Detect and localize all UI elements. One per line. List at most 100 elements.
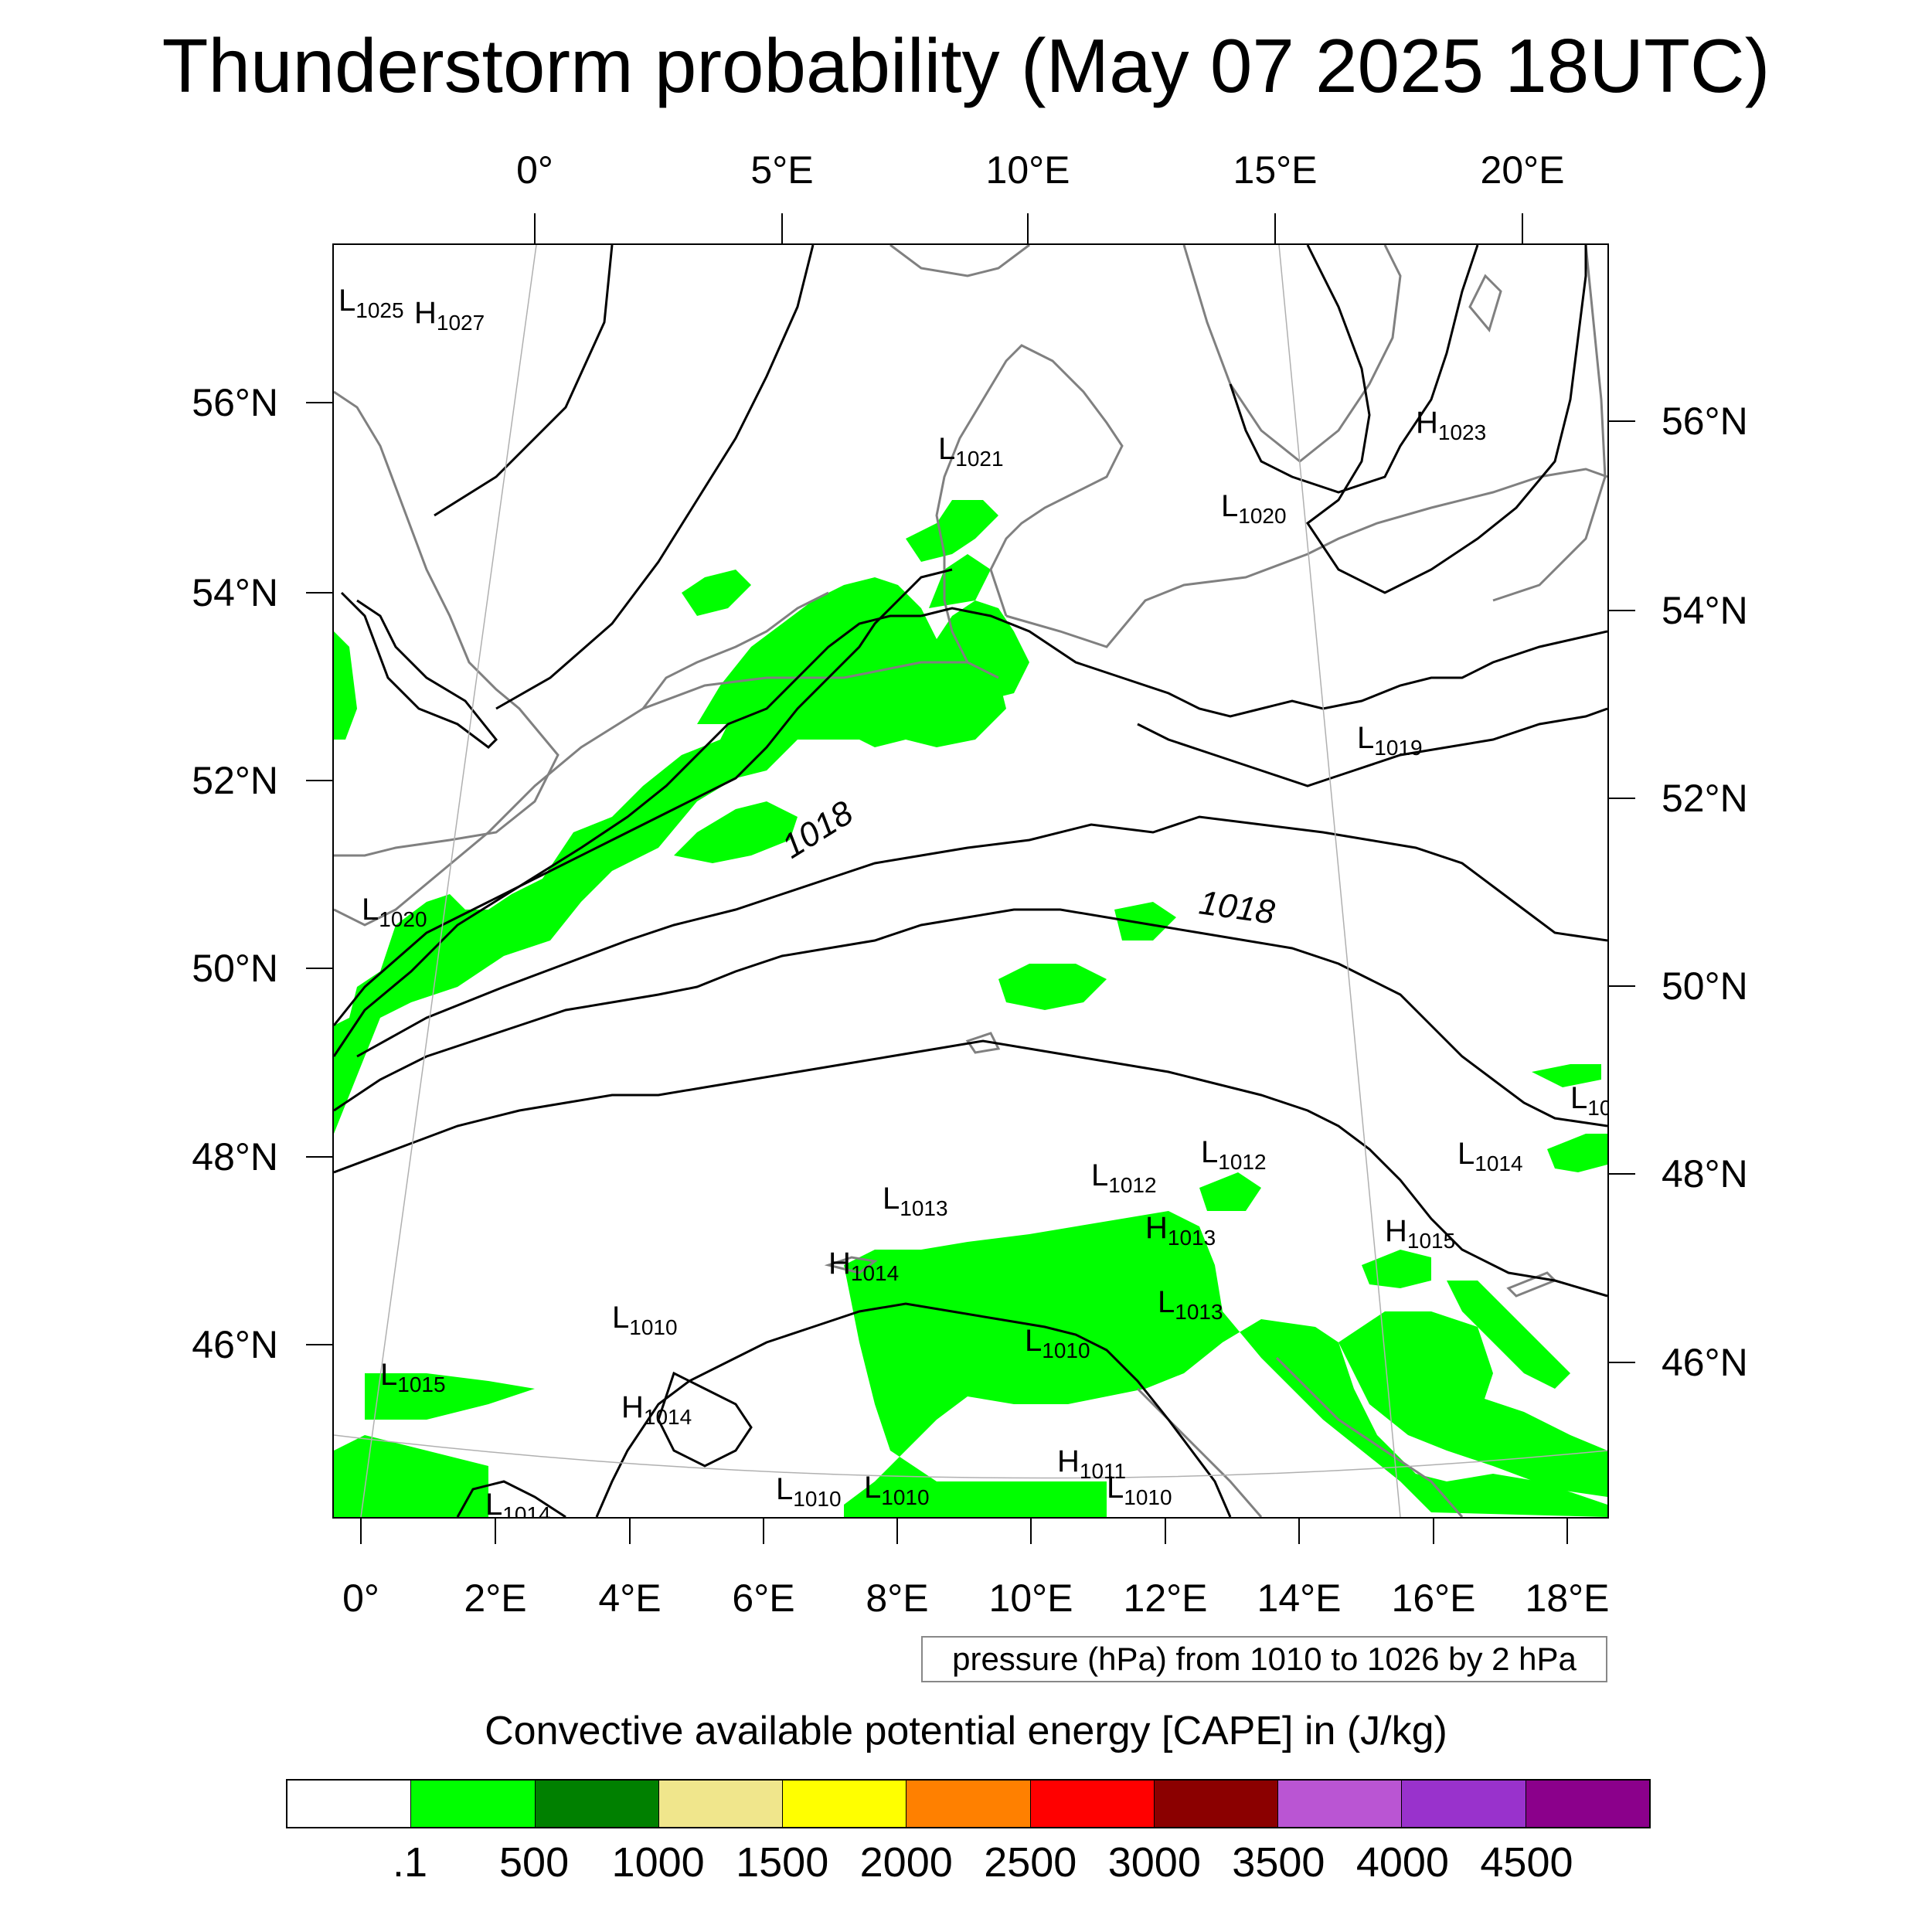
- top-tick-mark: [1274, 213, 1276, 244]
- cape-area-hungary: [1362, 1250, 1431, 1288]
- pressure-center-value: 1014: [850, 1261, 900, 1285]
- right-lat-label: 46°N: [1662, 1341, 1748, 1384]
- pressure-center-type: L: [362, 893, 379, 927]
- meridian-0: [360, 245, 537, 1517]
- left-tick-mark: [306, 780, 334, 781]
- bottom-lon-label: 0°: [342, 1577, 379, 1620]
- pressure-center-label: L1020: [362, 893, 427, 932]
- pressure-center-type: H: [1416, 406, 1438, 440]
- bottom-tick-mark: [629, 1518, 631, 1544]
- isobar-uk: [340, 591, 498, 749]
- right-tick-mark: [1607, 798, 1635, 799]
- top-tick-mark: [534, 213, 536, 244]
- coastline-norway: [889, 245, 1030, 277]
- left-tick-mark: [306, 592, 334, 594]
- isobar-south: [456, 1480, 566, 1517]
- coastline-denmark: [935, 344, 1124, 663]
- left-lat-label: 48°N: [192, 1135, 278, 1179]
- bottom-tick-mark: [1165, 1518, 1166, 1544]
- pressure-center-label: L1014: [1458, 1137, 1523, 1176]
- pressure-center-label: H1014: [828, 1247, 899, 1286]
- coastline-lake-geneva: [824, 1256, 878, 1274]
- pressure-center-label: L1019: [1357, 721, 1423, 760]
- pressure-center-type: H: [1145, 1211, 1168, 1245]
- map-canvas: 1018 1018: [334, 245, 1607, 1517]
- right-lat-label: 48°N: [1662, 1152, 1748, 1196]
- coastline-britain: [334, 390, 560, 857]
- pressure-center-value: 1023: [1437, 420, 1487, 444]
- isobar-1014: [334, 908, 1607, 1128]
- map-panel[interactable]: 1018 1018 L1025 H1027 H1023 L1021 L1020 L1020…: [332, 243, 1609, 1519]
- cape-area-uk-east: [334, 631, 357, 740]
- left-tick-mark: [306, 402, 334, 403]
- pressure-center-type: L: [1201, 1135, 1219, 1169]
- isobar-1020: [495, 245, 815, 710]
- colorbar-swatch: [411, 1781, 536, 1827]
- right-tick-mark: [1607, 1362, 1635, 1363]
- pressure-center-value: 1010: [629, 1315, 678, 1339]
- top-lon-label: 0°: [516, 148, 553, 192]
- pressure-center-type: L: [1570, 1081, 1588, 1115]
- colorbar-swatch: [906, 1781, 1031, 1827]
- coastlines: [334, 245, 1607, 1517]
- pressure-center-type: L: [612, 1301, 630, 1335]
- pressure-center-type: L: [1107, 1471, 1124, 1505]
- isobar-1010: [595, 1302, 1232, 1517]
- cape-area-rhine: [674, 801, 798, 863]
- pressure-center-label: L1013: [1158, 1285, 1223, 1325]
- colorbar-swatch: [1154, 1781, 1279, 1827]
- colorbar-swatch: [1526, 1781, 1649, 1827]
- pressure-center-type: H: [414, 296, 437, 330]
- pressure-center-label: H1015: [1385, 1214, 1455, 1253]
- parallel-45n: [334, 1434, 1607, 1479]
- cape-area-poland: [1547, 1134, 1607, 1172]
- pressure-center-value: 1015: [1406, 1229, 1456, 1253]
- pressure-center-label: H1027: [414, 296, 485, 335]
- isobar-label-1018-west: 1018: [775, 794, 859, 866]
- left-lat-label: 54°N: [192, 571, 278, 614]
- bottom-lon-label: 18°E: [1525, 1577, 1610, 1620]
- colorbar-tick-label: 4500: [1480, 1839, 1573, 1886]
- bottom-lon-label: 8°E: [866, 1577, 929, 1620]
- colorbar-tick-label: 1000: [611, 1839, 705, 1886]
- pressure-center-type: L: [380, 1358, 398, 1392]
- pressure-center-value: 1025: [355, 298, 404, 322]
- pressure-center-type: L: [883, 1182, 900, 1216]
- pressure-center-label: L1010: [1025, 1324, 1090, 1363]
- bottom-lon-label: 16°E: [1391, 1577, 1476, 1620]
- pressure-center-label: L1010: [612, 1301, 678, 1340]
- pressure-contour-note: pressure (hPa) from 1010 to 1026 by 2 hP…: [921, 1636, 1607, 1682]
- bottom-tick-mark: [1030, 1518, 1032, 1544]
- bottom-lon-label: 6°E: [732, 1577, 795, 1620]
- pressure-center-type: L: [1025, 1324, 1043, 1358]
- pressure-center-value: 1027: [436, 311, 485, 335]
- pressure-center-type: H: [1057, 1444, 1080, 1478]
- left-lat-label: 52°N: [192, 759, 278, 802]
- pressure-center-type: H: [828, 1247, 851, 1281]
- left-lat-label: 50°N: [192, 947, 278, 990]
- colorbar-tick-label: 2500: [984, 1839, 1077, 1886]
- pressure-center-label: L1010: [1107, 1471, 1172, 1510]
- coastline-sweden: [1182, 245, 1402, 463]
- pressure-center-value: 1013: [1167, 1226, 1216, 1250]
- isobar-1016: [356, 815, 1607, 1058]
- pressure-center-value: 1020: [379, 907, 427, 931]
- coastline-adriatic-east: [1275, 1356, 1464, 1517]
- isobars: [334, 245, 1607, 1517]
- chart-title: Thunderstorm probability (May 07 2025 18…: [162, 23, 1770, 108]
- pressure-center-label: L1015: [380, 1358, 446, 1397]
- bottom-tick-mark: [1298, 1518, 1300, 1544]
- coastline-continent: [334, 661, 999, 927]
- bottom-tick-mark: [896, 1518, 898, 1544]
- pressure-center-value: 1011: [1079, 1459, 1127, 1483]
- pressure-center-label: L1013: [883, 1182, 948, 1221]
- colorbar-tick-label: 2000: [859, 1839, 953, 1886]
- cape-area-east: [1447, 1281, 1570, 1389]
- right-tick-mark: [1607, 420, 1635, 422]
- top-tick-mark: [1027, 213, 1029, 244]
- isobar-label-1018-east: 1018: [1197, 883, 1277, 931]
- graticule: [334, 245, 1607, 1517]
- cape-area-france-south: [365, 1373, 535, 1420]
- pressure-center-type: L: [864, 1471, 882, 1505]
- bottom-tick-mark: [1433, 1518, 1434, 1544]
